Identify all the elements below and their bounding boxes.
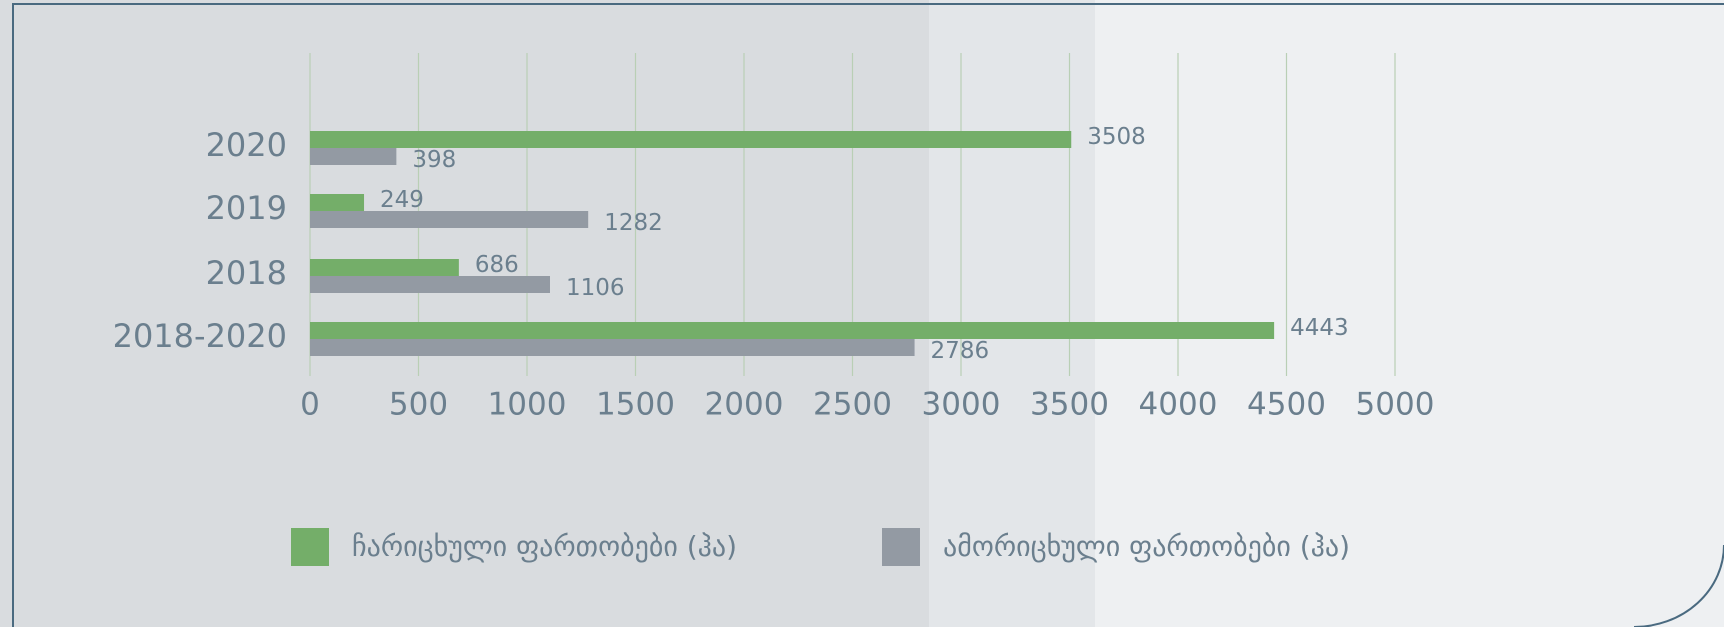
plot: 0 500 1000 1500 2000 2500 3000 3500 4000 4500 5000… [113,53,1435,566]
x-tick-label: 4000 [1139,387,1218,423]
x-tick-label: 4500 [1247,387,1326,423]
x-tick-label: 2000 [705,387,784,423]
data-label: 4443 [1290,315,1349,341]
legend-swatch [882,528,920,566]
data-label: 2786 [931,338,990,364]
bar [310,339,915,356]
data-label: 1282 [604,210,663,236]
data-label: 3508 [1087,124,1146,150]
x-tick-label: 500 [389,387,448,423]
bar [310,194,365,211]
x-tick-label: 1000 [488,387,567,423]
y-tick-label: 2018 [206,254,287,292]
bar [310,322,1275,339]
y-tick-label: 2019 [206,189,287,227]
bar [310,148,397,165]
x-tick-label: 5000 [1356,387,1435,423]
x-tick-label: 3500 [1030,387,1109,423]
x-tick-label: 1500 [596,387,675,423]
data-label: 249 [380,187,424,213]
x-tick-label: 0 [300,387,320,423]
data-label: 686 [475,252,519,278]
legend-label: ჩარიცხული ფართობები (ჰა) [352,530,737,563]
data-label: 1106 [566,275,625,301]
bar [310,211,589,228]
bar [310,131,1072,148]
background-panel [0,0,929,627]
legend-swatch [291,528,329,566]
data-label: 398 [412,147,456,173]
bar [310,276,551,293]
y-tick-label: 2020 [206,126,287,164]
x-tick-label: 3000 [922,387,1001,423]
y-tick-label: 2018-2020 [113,317,287,355]
legend-label: ამორიცხული ფართობები (ჰა) [943,530,1350,563]
x-tick-label: 2500 [813,387,892,423]
bar [310,259,459,276]
frame [12,3,1724,627]
